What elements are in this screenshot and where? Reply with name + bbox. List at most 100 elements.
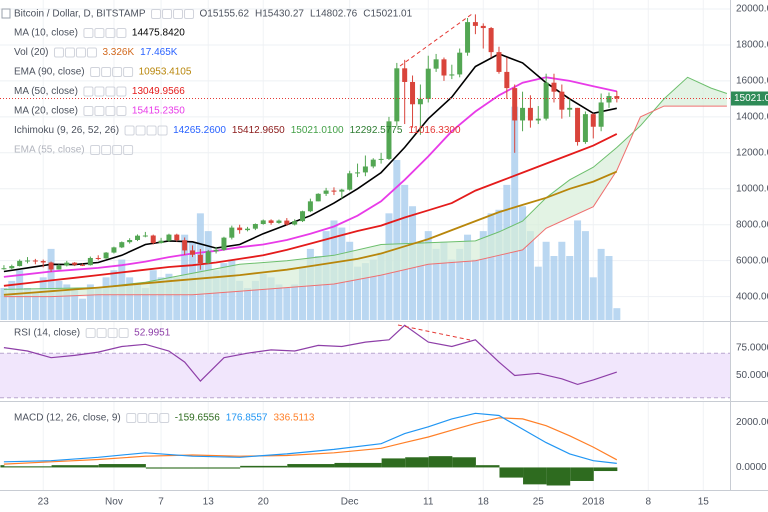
legend-value: 14265.2600 — [173, 125, 226, 136]
volume-bar — [605, 256, 613, 320]
candle-body — [268, 220, 274, 223]
legend-icon — [123, 67, 134, 77]
legend-value: 336.5113 — [273, 413, 314, 424]
legend-icon — [105, 28, 116, 38]
volume-bar — [283, 288, 291, 320]
candle-body — [17, 260, 23, 267]
legend-icon — [148, 413, 159, 423]
volume-bar — [24, 288, 32, 320]
volume-bar — [39, 277, 47, 320]
band-fill — [0, 353, 730, 398]
legend-icon — [96, 328, 107, 338]
y-tick-label: 16000.00 — [736, 76, 768, 87]
candle-body — [32, 260, 38, 262]
histogram-bar — [523, 467, 547, 485]
candle-body — [158, 240, 164, 244]
histogram-bar — [593, 467, 618, 472]
candle-body — [543, 82, 549, 119]
volume-bar — [94, 288, 102, 320]
legend-icon — [83, 86, 94, 97]
legend-icon — [112, 145, 123, 155]
price-tag-label: 15021.01 — [734, 93, 768, 104]
candle-body — [64, 262, 70, 266]
legend-value: 14475.8420 — [132, 28, 185, 39]
candle-body — [307, 201, 313, 212]
candle-body — [370, 159, 376, 167]
candle-body — [449, 74, 455, 76]
y-tick-label: 18000.00 — [736, 40, 768, 51]
x-tick-label: 25 — [533, 497, 545, 508]
candle-body — [260, 220, 266, 224]
candle-body — [205, 251, 211, 264]
legend-label-inactive: EMA (55, close) — [14, 145, 85, 156]
panel-title: RSI (14, close) — [14, 328, 80, 339]
candle-body — [551, 82, 557, 92]
histogram-bar — [452, 457, 476, 468]
legend-icon — [75, 47, 86, 58]
volume-bar — [63, 284, 71, 320]
legend-icon — [146, 125, 157, 136]
x-tick-label: 8 — [645, 497, 651, 508]
volume-bar — [165, 273, 173, 320]
volume-bar — [581, 231, 589, 320]
volume-bar — [244, 288, 252, 320]
candle-body — [425, 68, 431, 99]
candle-body — [174, 234, 180, 241]
legend-value: 15412.9650 — [232, 125, 285, 136]
histogram-bar — [98, 464, 146, 468]
legend-icon — [135, 125, 146, 136]
volume-bar — [354, 266, 362, 320]
volume-bar — [479, 231, 487, 320]
legend-value: 12292.5775 — [350, 125, 403, 136]
candle-body — [40, 261, 46, 263]
signal-line — [3, 417, 618, 465]
candle-body — [582, 114, 588, 143]
volume-bar — [259, 273, 267, 320]
candle-body — [95, 257, 101, 259]
legend-value: 52.9951 — [134, 328, 171, 339]
legend-icon — [90, 145, 101, 155]
y-tick-label: 8000.00 — [736, 219, 768, 230]
volume-bar — [173, 277, 181, 320]
ohlc-label: O15155.62 — [200, 9, 250, 20]
header-icon — [1, 8, 11, 19]
legend-icon — [53, 47, 64, 58]
volume-bar — [456, 248, 464, 320]
histogram-bar — [381, 458, 406, 468]
legend-icon — [159, 413, 170, 423]
rsi-line — [3, 324, 617, 386]
legend-icon — [107, 328, 118, 338]
legend-icon — [94, 28, 105, 38]
candle-body — [284, 220, 290, 225]
volume-bar — [597, 248, 605, 320]
y-tick-label: 14000.00 — [736, 111, 768, 122]
candle-body — [166, 234, 172, 241]
candle-body — [48, 262, 54, 270]
volume-bar — [424, 231, 432, 320]
volume-bar — [236, 280, 244, 320]
legend-label: Vol (20) — [14, 47, 48, 58]
candle-body — [441, 59, 447, 76]
volume-bar — [448, 259, 456, 320]
legend-icon — [105, 86, 116, 97]
candle-body — [567, 107, 573, 110]
candle-body — [150, 235, 156, 244]
candle-body — [394, 68, 400, 122]
legend-icon — [101, 145, 112, 155]
candle-body — [378, 158, 384, 160]
histogram-bar — [4, 466, 52, 468]
legend-value: 15415.2350 — [132, 106, 185, 117]
legend-icon — [173, 9, 184, 19]
candle-body — [417, 98, 423, 105]
volume-bar — [416, 241, 424, 320]
volume-bar — [542, 241, 550, 320]
candle-body — [512, 88, 518, 121]
x-tick-label: 23 — [38, 497, 50, 508]
legend-icon — [94, 86, 105, 97]
y-tick-label: 4000.00 — [736, 291, 768, 302]
legend-icon — [157, 125, 168, 136]
candle-body — [72, 262, 78, 265]
candle-body — [598, 102, 604, 127]
candle-body — [331, 190, 337, 192]
legend-icon — [94, 106, 105, 116]
